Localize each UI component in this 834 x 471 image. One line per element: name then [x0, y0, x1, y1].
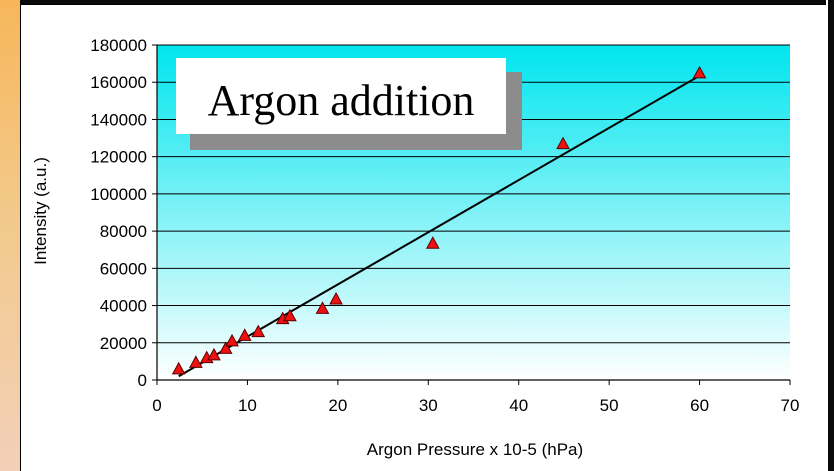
title-box	[176, 58, 506, 134]
data-point-triangle	[425, 236, 440, 249]
y-tick-label: 100000	[90, 185, 147, 204]
y-tick-label: 20000	[100, 334, 147, 353]
chart-title: Argon addition	[208, 76, 475, 125]
x-tick-label: 70	[781, 396, 800, 415]
x-tick-label: 10	[238, 396, 257, 415]
data-point-triangle	[329, 291, 343, 305]
right-border-highlight	[826, 0, 828, 471]
x-tick-labels: 0 10 20 30 40 50 60 70	[152, 396, 799, 415]
top-border	[20, 0, 834, 4]
y-tick-label: 0	[138, 371, 147, 390]
data-point-triangle	[237, 328, 252, 341]
x-axis-title: Argon Pressure x 10-5 (hPa)	[367, 440, 583, 459]
data-point-triangle	[283, 308, 297, 322]
left-decor-strip	[0, 0, 20, 471]
data-point-triangle	[225, 333, 239, 347]
data-point-triangle	[692, 65, 707, 79]
data-point-triangle	[556, 136, 570, 150]
y-axis-title: Intensity (a.u.)	[31, 157, 50, 265]
x-tick-label: 30	[419, 396, 438, 415]
x-tick-label: 0	[152, 396, 161, 415]
x-tick-label: 20	[328, 396, 347, 415]
x-tick-label: 60	[690, 396, 709, 415]
data-point-triangle	[207, 347, 221, 361]
trendline	[178, 74, 701, 378]
y-tick-label: 40000	[100, 297, 147, 316]
y-tick-label: 120000	[90, 148, 147, 167]
y-tick-label: 140000	[90, 110, 147, 129]
right-border	[826, 0, 834, 471]
data-point-triangle	[218, 341, 233, 354]
data-point-triangle	[251, 324, 266, 338]
data-point-triangle	[315, 301, 330, 314]
data-points	[171, 65, 707, 375]
y-tick-label: 180000	[90, 36, 147, 55]
axes	[156, 45, 791, 385]
data-point-triangle	[189, 355, 203, 368]
x-tick-label: 40	[509, 396, 528, 415]
y-tick-label: 80000	[100, 222, 147, 241]
y-tick-label: 60000	[100, 259, 147, 278]
data-point-triangle	[171, 361, 186, 375]
y-tick-labels: 0 20000 40000 60000 80000 100000 120000 140000 1…	[90, 36, 147, 390]
y-tick-label: 160000	[90, 73, 147, 92]
x-tick-label: 50	[600, 396, 619, 415]
